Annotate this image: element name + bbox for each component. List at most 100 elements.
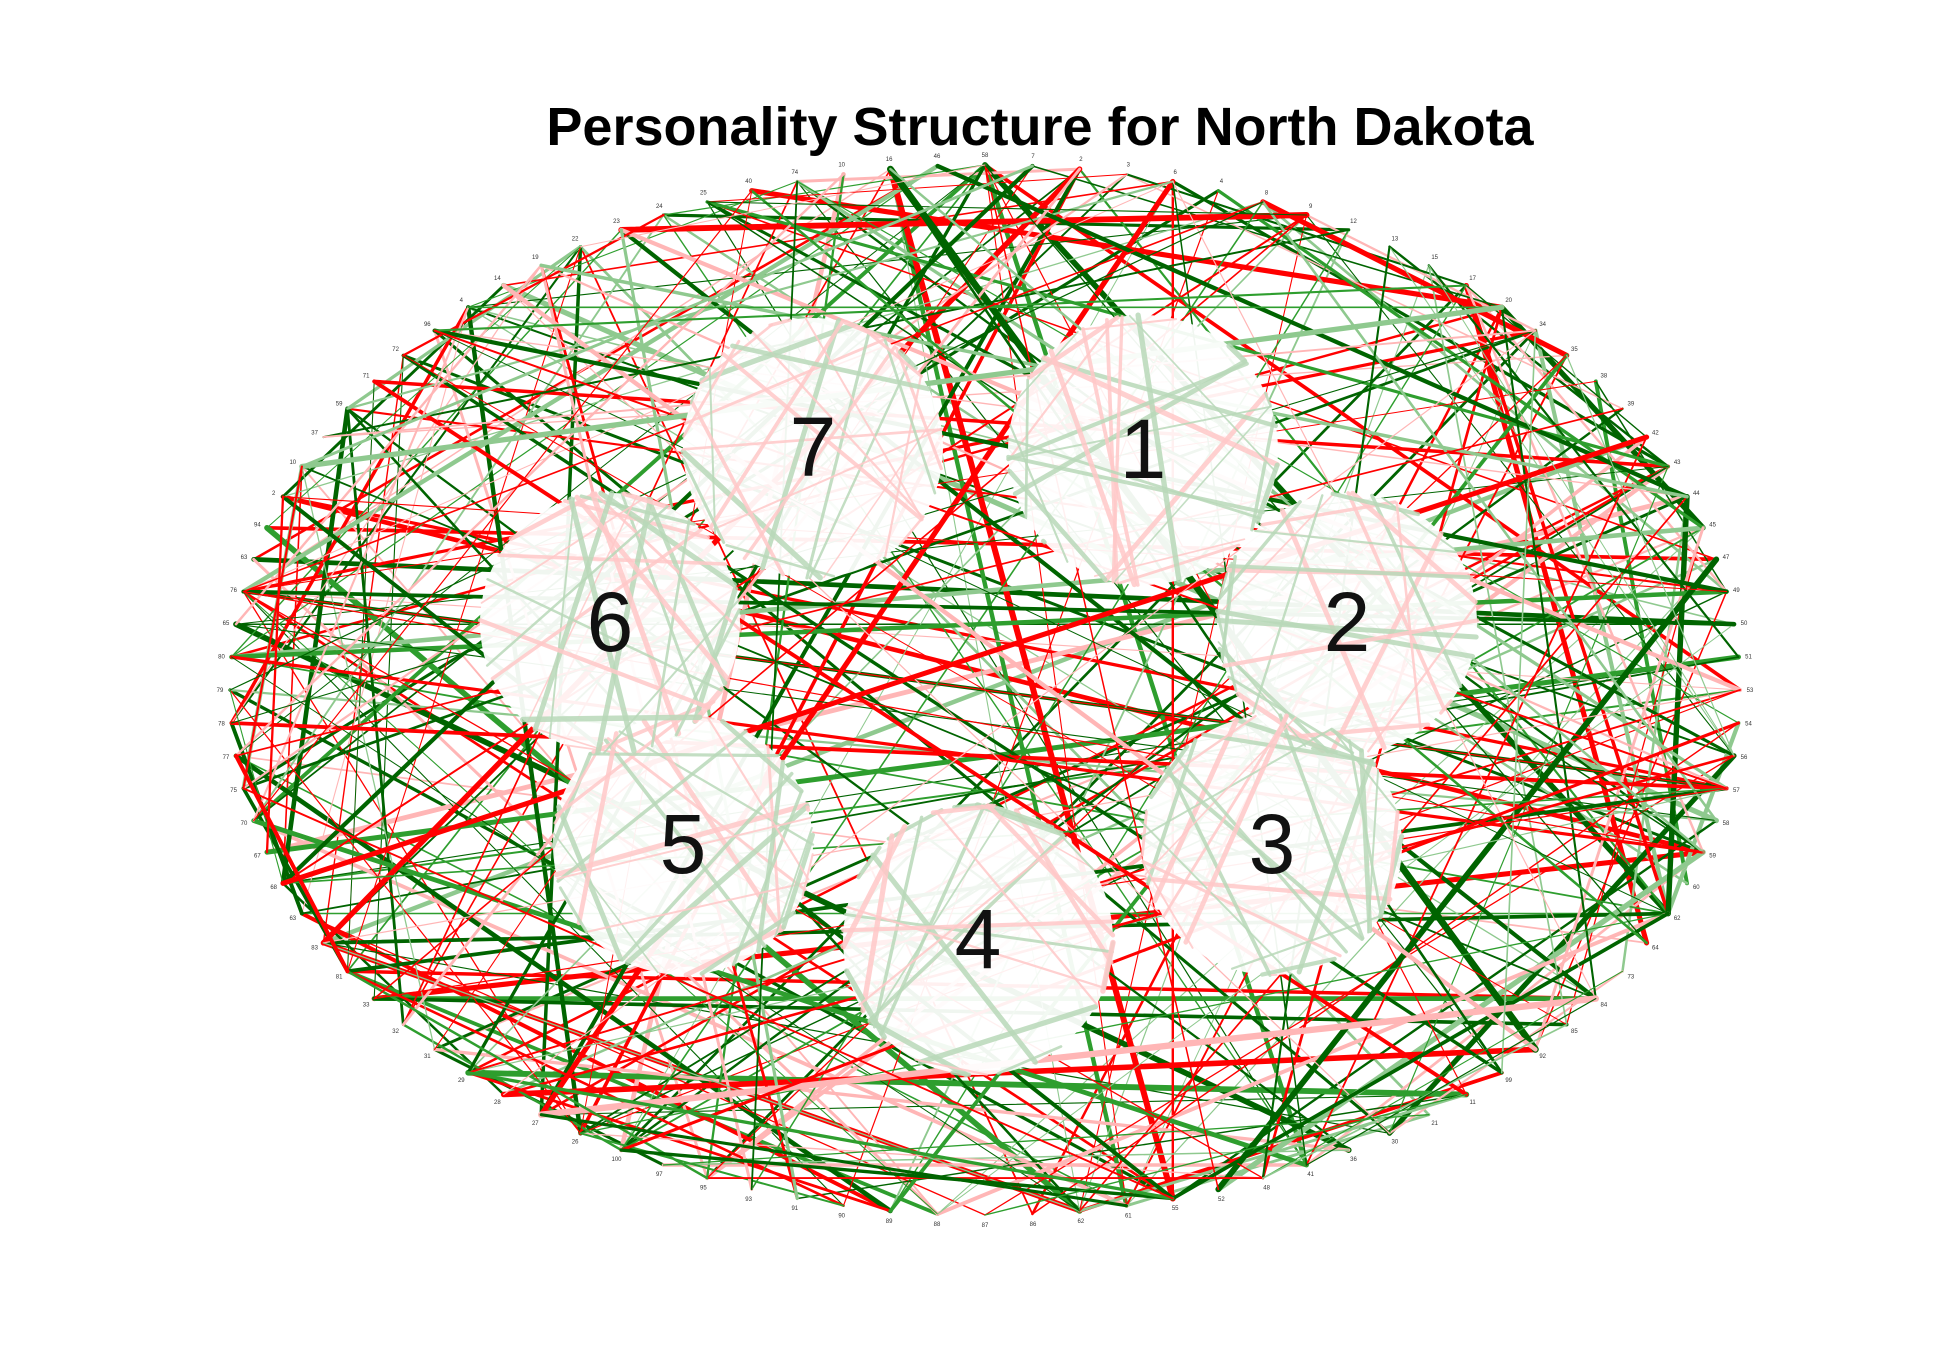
edge [253, 190, 753, 822]
node-label: 59 [1709, 853, 1716, 859]
edge [796, 180, 1503, 1074]
edge [706, 173, 1127, 203]
edge [887, 166, 1176, 1202]
within-edge [532, 490, 615, 732]
within-edge [554, 713, 688, 817]
within-edge [553, 741, 604, 825]
node-label: 4 [460, 298, 464, 304]
edge [1262, 1023, 1568, 1179]
edge [1428, 264, 1735, 757]
within-edge [1330, 727, 1364, 753]
edge [579, 689, 1741, 1134]
edge [242, 173, 1128, 790]
within-edge [898, 515, 925, 546]
within-edge [1103, 391, 1269, 583]
edge [234, 264, 543, 626]
node-label: 25 [700, 191, 707, 197]
node-label: 93 [745, 1197, 752, 1203]
node-label: 62 [1078, 1219, 1085, 1225]
within-edge [1216, 611, 1238, 693]
within-edge [1009, 424, 1069, 563]
edge [1388, 245, 1670, 468]
within-edge [699, 321, 857, 383]
edge [887, 165, 1539, 1053]
edge [251, 818, 1309, 1168]
node-label: 43 [1674, 460, 1681, 466]
edge [432, 1047, 1351, 1152]
within-edge [1012, 359, 1248, 497]
node-label: 78 [218, 722, 225, 728]
within-edge [985, 803, 1116, 938]
edge [466, 1071, 1175, 1201]
edge [235, 407, 1624, 757]
node-label: 72 [392, 347, 399, 353]
cluster-disc-5 [553, 715, 813, 975]
within-edge [477, 618, 711, 710]
within-edge [879, 803, 987, 1036]
within-edge [1214, 617, 1479, 640]
within-edge [552, 832, 659, 974]
edge [984, 164, 1220, 1191]
within-edge [760, 318, 842, 571]
node-label: 16 [886, 157, 893, 163]
node-label: 64 [1652, 946, 1659, 952]
node-label: 58 [982, 153, 989, 159]
edge [705, 329, 1537, 1180]
within-edge [520, 714, 703, 723]
cluster-label-7: 7 [790, 400, 837, 494]
node-label: 32 [392, 1029, 399, 1035]
node-label: 29 [458, 1078, 465, 1084]
within-edge [564, 744, 620, 754]
node-label: 23 [613, 219, 620, 225]
node-label: 6 [1174, 170, 1178, 176]
within-edge [856, 845, 882, 880]
within-edge [774, 826, 813, 938]
edge [1305, 997, 1597, 1166]
within-edge [1027, 315, 1120, 380]
edge [300, 656, 1740, 915]
edge [1465, 284, 1648, 438]
within-edge [843, 968, 887, 1040]
node-label: 46 [934, 154, 941, 160]
within-edge [1260, 956, 1337, 977]
edge [242, 465, 303, 790]
node-label: 31 [424, 1054, 431, 1060]
node-label: 67 [254, 853, 261, 859]
within-edge [1254, 529, 1458, 554]
within-edge [497, 553, 728, 566]
edge [1170, 911, 1670, 1201]
edge [280, 406, 350, 886]
edge [502, 754, 1736, 1096]
edge [619, 228, 799, 1201]
within-edge [480, 496, 646, 604]
edge [1260, 199, 1570, 358]
node-label: 62 [1674, 916, 1681, 922]
within-edge [1226, 343, 1247, 364]
within-edge [526, 495, 638, 724]
node-label: 54 [1745, 722, 1752, 728]
within-edge [708, 368, 717, 535]
node-label: 38 [1601, 374, 1608, 380]
within-edge [1142, 823, 1292, 975]
within-edge [914, 1058, 988, 1076]
node-label: 2 [272, 491, 276, 497]
within-edge [1007, 468, 1108, 582]
edge [230, 656, 1669, 915]
edge [503, 284, 1391, 1134]
edge [433, 329, 709, 1180]
within-edge [934, 810, 1098, 1006]
edge [983, 163, 1742, 692]
within-edge [1162, 714, 1289, 918]
node-label: 2 [1079, 157, 1083, 163]
edge [580, 164, 986, 248]
within-edge [952, 802, 982, 810]
edge [1665, 720, 1741, 916]
within-edge [585, 881, 809, 933]
edge [1171, 179, 1670, 469]
edge [230, 229, 622, 658]
edge [1501, 329, 1537, 1074]
edge [347, 380, 375, 972]
within-edge [1140, 810, 1148, 857]
within-edge [805, 805, 811, 812]
